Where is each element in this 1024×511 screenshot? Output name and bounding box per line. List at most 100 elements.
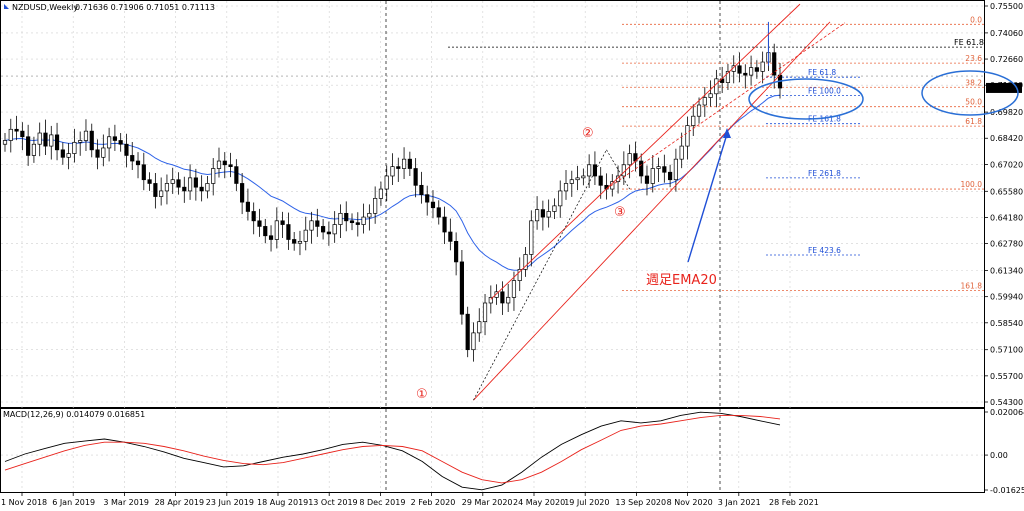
candle-body: [26, 136, 31, 156]
candle-body: [691, 115, 696, 126]
candle-body: [419, 184, 424, 196]
candle-body: [465, 313, 470, 351]
price-tick-label: 0.57100: [990, 346, 1023, 355]
candle-body: [159, 190, 164, 197]
current-price-label: 0.71113: [988, 84, 1021, 93]
candlesticks: [2, 21, 783, 362]
candle-body: [407, 158, 412, 169]
candle-body: [164, 183, 170, 192]
time-tick-label: 28 Apr 2019: [155, 498, 204, 507]
candle-body: [454, 241, 459, 263]
candle-body: [245, 201, 250, 212]
candle-body: [506, 297, 511, 304]
candle-body: [2, 140, 8, 145]
channel-upper: [490, 3, 801, 300]
candle-body: [268, 235, 274, 240]
current-price-box: [986, 82, 1022, 93]
candle-body: [228, 164, 233, 167]
candle-body: [500, 291, 505, 304]
fe-label: FE 261.8: [808, 169, 841, 178]
candle-body: [355, 222, 360, 225]
fib-label: 38.2: [965, 78, 982, 87]
candle-body: [552, 205, 557, 212]
candle-body: [748, 67, 754, 76]
candle-body: [182, 186, 187, 192]
candle-body: [679, 145, 684, 160]
candle-body: [95, 149, 100, 158]
candle-body: [83, 130, 89, 141]
point-2-label: ②: [582, 126, 594, 141]
candle-body: [37, 132, 42, 145]
fibonacci-retracement: 0.0 23.6 38.2 50.0 61.8 100.0 161.8 FE 61.8: [448, 15, 984, 291]
price-tick-label: 0.54300: [990, 398, 1023, 407]
candle-body: [621, 164, 626, 177]
candle-body: [488, 297, 493, 304]
time-tick-label: 28 Feb 2021: [769, 498, 819, 507]
ema-arrow: [687, 128, 731, 263]
price-tick-label: 0.74060: [990, 29, 1023, 38]
macd-frame: [0, 408, 985, 493]
main-chart-frame: [0, 0, 985, 408]
candle-body: [413, 168, 418, 186]
candle-body: [627, 153, 632, 166]
ema20-line: [4, 94, 781, 271]
candle-body: [511, 280, 517, 298]
candle-body: [714, 78, 719, 95]
candle-body: [430, 201, 436, 209]
candle-body: [448, 231, 453, 242]
macd-label: MACD(12,26,9) 0.014079 0.016851: [3, 410, 145, 419]
macd-tick-label: 0.020064: [990, 408, 1024, 417]
ema-label: 週足EMA20: [646, 273, 717, 288]
candle-body: [257, 220, 262, 227]
candle-body: [8, 128, 13, 141]
candle-body: [558, 190, 563, 207]
wave-1-2: [473, 149, 607, 401]
ohlc-label: 0.71636 0.71906 0.71051 0.71113: [75, 3, 215, 12]
candle-body: [587, 164, 592, 177]
fib-label: 23.6: [965, 54, 982, 63]
fib-label: 161.8: [961, 281, 983, 290]
candle-body: [89, 130, 94, 151]
time-tick-label: 13 Oct 2019: [308, 498, 357, 507]
ema20-path: [4, 94, 781, 271]
price-tick-label: 0.58540: [990, 319, 1023, 328]
grid-lines: [1, 1, 984, 492]
price-tick-label: 0.62780: [990, 240, 1023, 249]
candle-body: [662, 166, 667, 173]
candle-body: [147, 179, 152, 184]
fib-label: 0.0: [970, 15, 982, 24]
macd-tick-label: -0.016251: [990, 486, 1024, 495]
highlight-ellipse-price: [921, 70, 1019, 116]
macd-tick-label: 0.00: [990, 451, 1008, 460]
candle-body: [673, 158, 678, 181]
candle-body: [615, 175, 621, 182]
candle-body: [193, 177, 198, 188]
macd-lines: [4, 411, 781, 491]
fib-label: 100.0: [961, 180, 983, 189]
trend-channel: [473, 3, 846, 401]
candle-body: [523, 254, 528, 270]
candle-body: [72, 142, 77, 154]
candle-body: [118, 140, 123, 145]
candle-body: [101, 147, 106, 158]
candle-body: [696, 104, 702, 117]
time-tick-label: 3 Jan 2021: [718, 498, 761, 507]
candle-body: [60, 149, 65, 158]
candle-body: [401, 158, 407, 169]
wave-2-3: [606, 149, 630, 190]
candle-body: [436, 207, 441, 218]
price-tick-label: 0.72660: [990, 55, 1023, 64]
time-tick-label: 24 May 2020: [513, 498, 565, 507]
candle-body: [384, 175, 389, 190]
fe-label: FE 100.0: [808, 87, 841, 96]
candle-body: [338, 212, 343, 225]
candle-body: [263, 226, 268, 237]
fe-label: FE 161.8: [808, 115, 841, 124]
price-tick-label: 0.68420: [990, 134, 1023, 143]
fe-black-label: FE 61.8: [954, 38, 984, 47]
candle-body: [563, 183, 569, 192]
candle-body: [639, 160, 644, 177]
candle-body: [442, 216, 447, 233]
price-tick-label: 0.59940: [990, 293, 1023, 302]
candle-body: [702, 97, 707, 106]
